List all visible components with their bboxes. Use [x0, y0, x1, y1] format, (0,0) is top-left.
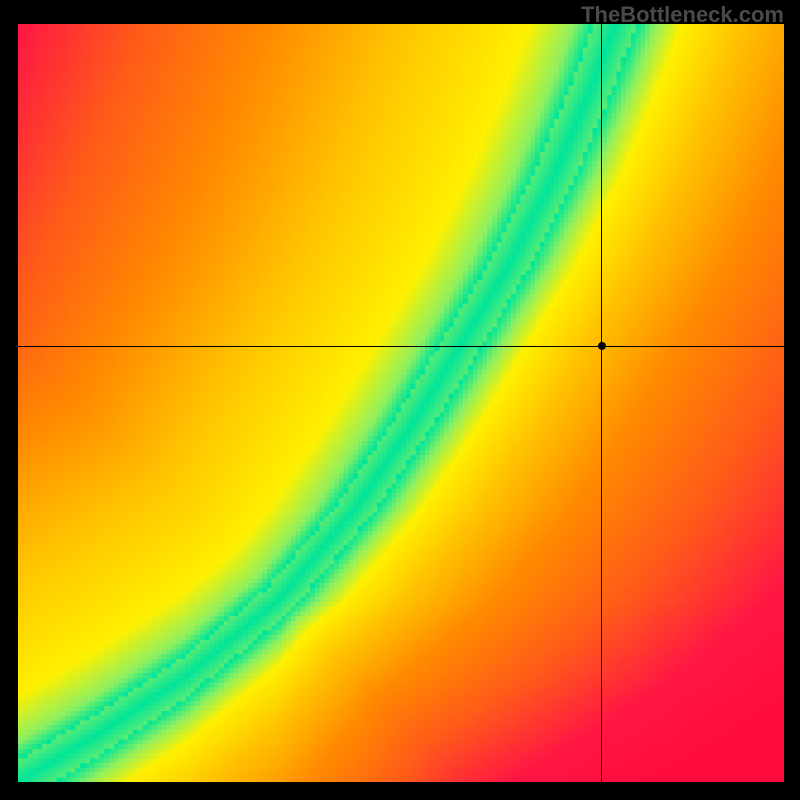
chart-container: TheBottleneck.com: [0, 0, 800, 800]
crosshair-vertical: [601, 24, 602, 782]
watermark-text: TheBottleneck.com: [581, 2, 784, 28]
bottleneck-heatmap: [18, 24, 784, 782]
crosshair-horizontal: [18, 346, 784, 347]
crosshair-marker: [598, 342, 606, 350]
